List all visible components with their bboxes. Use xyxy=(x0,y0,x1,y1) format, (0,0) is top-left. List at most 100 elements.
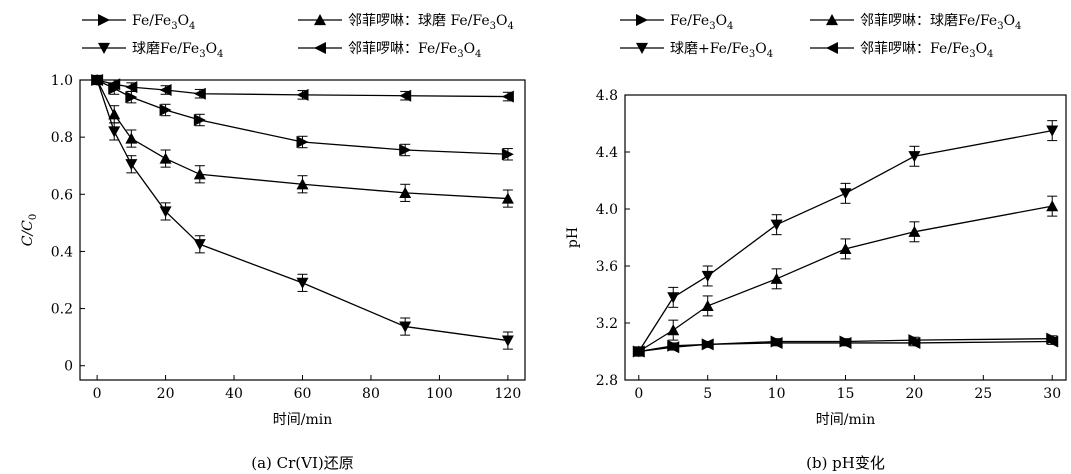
x-tick-label: 40 xyxy=(225,386,243,402)
data-point xyxy=(667,292,680,304)
x-tick-label: 100 xyxy=(426,386,453,402)
data-point xyxy=(159,206,172,218)
data-point xyxy=(193,168,206,180)
data-point xyxy=(770,219,783,231)
data-point xyxy=(108,78,121,91)
data-point xyxy=(501,148,514,161)
y-tick-label: 2.8 xyxy=(596,373,618,389)
data-point xyxy=(399,144,412,156)
data-point xyxy=(296,178,309,190)
data-point xyxy=(193,114,206,126)
data-point xyxy=(296,277,309,289)
x-tick-label: 80 xyxy=(362,386,380,402)
legend-label: 邻菲啰啉：Fe/Fe3O4 xyxy=(860,41,993,60)
x-tick-label: 10 xyxy=(768,386,786,402)
legend-marker xyxy=(314,14,326,26)
data-point xyxy=(125,81,138,94)
data-point xyxy=(701,270,714,282)
legend-label: 邻菲啰啉：球磨 Fe/Fe3O4 xyxy=(348,13,514,32)
data-point xyxy=(1046,335,1059,348)
data-point xyxy=(908,151,921,163)
data-point xyxy=(839,242,852,254)
data-point xyxy=(701,338,714,351)
x-tick-label: 60 xyxy=(294,386,312,402)
x-tick-label: 0 xyxy=(93,386,102,402)
x-axis-label: 时间/min xyxy=(273,412,333,428)
legend-marker xyxy=(826,42,838,54)
data-point xyxy=(501,90,514,103)
data-point xyxy=(770,272,783,284)
legend-item: 邻菲啰啉：球磨Fe/Fe3O4 xyxy=(810,13,1021,32)
x-tick-label: 25 xyxy=(974,386,992,402)
data-point xyxy=(125,132,138,144)
data-point xyxy=(667,341,680,354)
y-tick-label: 0.8 xyxy=(51,130,73,146)
data-point xyxy=(1046,200,1059,212)
x-tick-label: 0 xyxy=(634,386,643,402)
y-tick-label: 3.6 xyxy=(596,259,618,275)
legend-label: 邻菲啰啉：Fe/Fe3O4 xyxy=(348,41,481,60)
legend-item: Fe/Fe3O4 xyxy=(620,13,733,32)
y-axis-label: C/C0 xyxy=(20,214,39,247)
legend-item: 邻菲啰啉：Fe/Fe3O4 xyxy=(810,41,993,60)
y-tick-label: 1.0 xyxy=(51,73,73,89)
series-right xyxy=(91,74,514,161)
data-point xyxy=(296,136,309,148)
data-point xyxy=(632,345,645,358)
data-point xyxy=(193,87,206,100)
y-tick-label: 4.0 xyxy=(596,202,618,218)
legend-label: 邻菲啰啉：球磨Fe/Fe3O4 xyxy=(860,13,1021,32)
data-point xyxy=(908,225,921,237)
data-point xyxy=(839,188,852,200)
legend-marker xyxy=(636,14,648,26)
data-point xyxy=(296,88,309,101)
data-point xyxy=(159,152,172,164)
data-point xyxy=(701,299,714,311)
y-axis-label: pH xyxy=(565,227,581,248)
legend-item: 邻菲啰啉：球磨 Fe/Fe3O4 xyxy=(298,13,514,32)
data-point xyxy=(108,108,121,120)
legend-item: 球磨+Fe/Fe3O4 xyxy=(620,41,773,60)
data-point xyxy=(1046,125,1059,137)
legend-label: 球磨+Fe/Fe3O4 xyxy=(670,41,773,60)
chart-panel-a: 0 20 40 60 80 100 120 0 0.2 0.4 0.6 0.8 1.0 时间/min C/C… xyxy=(20,13,526,472)
x-tick-label: 30 xyxy=(1043,386,1061,402)
series-down xyxy=(632,120,1059,358)
x-tick-label: 5 xyxy=(703,386,712,402)
series-left xyxy=(632,335,1059,358)
plot-frame xyxy=(624,94,1067,381)
legend-item: 球磨Fe/Fe3O4 xyxy=(82,41,223,60)
data-point xyxy=(159,84,172,96)
y-tick-label: 3.2 xyxy=(596,316,618,332)
data-point xyxy=(908,336,921,349)
y-tick-label: 4.4 xyxy=(596,145,618,161)
legend-label: Fe/Fe3O4 xyxy=(132,13,195,32)
data-point xyxy=(125,91,138,104)
series-left xyxy=(91,74,514,103)
y-tick-label: 0.6 xyxy=(51,187,73,203)
x-axis-label: 时间/min xyxy=(816,412,876,428)
data-point xyxy=(667,324,680,336)
data-point xyxy=(91,74,104,86)
data-point xyxy=(839,336,852,349)
series-up xyxy=(632,195,1059,357)
chart-panel-b: 0 5 10 15 20 25 30 2.8 3.2 3.6 4.0 4.4 4.8 时间/min pH Fe… xyxy=(565,13,1067,472)
series-down xyxy=(91,74,514,350)
x-tick-label: 120 xyxy=(495,386,522,402)
data-point xyxy=(399,89,412,102)
y-tick-label: 0.4 xyxy=(51,244,73,260)
legend-label: 球磨Fe/Fe3O4 xyxy=(132,41,223,60)
legend-label: Fe/Fe3O4 xyxy=(670,13,733,32)
data-point xyxy=(501,335,514,347)
x-tick-label: 15 xyxy=(837,386,855,402)
x-tick-label: 20 xyxy=(157,386,175,402)
series-line xyxy=(96,79,508,342)
data-point xyxy=(159,104,172,116)
x-tick-label: 20 xyxy=(905,386,923,402)
data-point xyxy=(770,336,783,349)
y-tick-label: 0.2 xyxy=(51,302,73,318)
legend-marker xyxy=(98,14,110,26)
legend-item: 邻菲啰啉：Fe/Fe3O4 xyxy=(298,41,481,60)
legend-marker xyxy=(314,42,326,54)
